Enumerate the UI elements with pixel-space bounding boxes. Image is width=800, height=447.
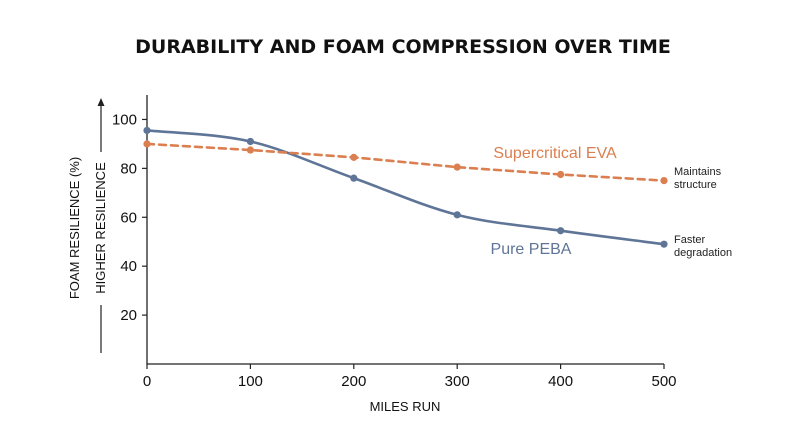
data-point-peba xyxy=(246,137,254,146)
y-tick-label: 20 xyxy=(120,307,137,324)
higher-arrow-head-icon xyxy=(97,98,105,106)
x-axis-title: MILES RUN xyxy=(370,399,441,414)
data-point-peba xyxy=(660,240,668,248)
x-tick-label: 400 xyxy=(548,373,573,390)
data-point-eva xyxy=(350,153,358,161)
y-tick-label: 100 xyxy=(112,111,137,128)
x-tick-label: 0 xyxy=(143,373,151,390)
x-ticks: 0 100 200 300 400 500 xyxy=(143,364,677,390)
y-axis-titles: FOAM RESILIENCE (%) HIGHER RESILIENCE xyxy=(67,98,108,353)
y-axis-secondary-title: HIGHER RESILIENCE xyxy=(93,162,108,294)
data-point-eva xyxy=(557,170,565,179)
y-ticks: 20 40 60 80 100 xyxy=(112,111,147,324)
data-point-peba xyxy=(557,227,565,235)
axes xyxy=(146,95,664,365)
series-line-peba xyxy=(145,129,666,246)
y-tick-label: 40 xyxy=(120,258,137,275)
y-axis-title: FOAM RESILIENCE (%) xyxy=(67,157,82,299)
data-point-eva xyxy=(453,163,461,171)
annotation-eva: Maintains xyxy=(674,166,722,178)
x-tick-label: 500 xyxy=(651,373,676,390)
annotation-eva: structure xyxy=(674,179,717,191)
x-tick-label: 100 xyxy=(238,373,263,390)
y-tick-label: 60 xyxy=(120,209,137,226)
data-point-eva xyxy=(246,146,254,154)
data-point-eva xyxy=(143,140,151,148)
series-line-eva xyxy=(145,142,666,182)
data-point-peba xyxy=(350,174,358,182)
annotation-peba: degradation xyxy=(674,247,732,259)
data-point-peba xyxy=(143,126,151,135)
chart-title: DURABILITY AND FOAM COMPRESSION OVER TIM… xyxy=(135,36,671,58)
series-label-eva: Supercritical EVA xyxy=(493,145,617,162)
x-tick-label: 200 xyxy=(341,373,366,390)
data-point-peba xyxy=(453,211,461,219)
annotation-peba: Faster xyxy=(674,234,706,246)
x-tick-label: 300 xyxy=(445,373,470,390)
series-label-peba: Pure PEBA xyxy=(491,241,572,258)
data-point-eva xyxy=(660,176,668,185)
y-tick-label: 80 xyxy=(120,160,137,177)
